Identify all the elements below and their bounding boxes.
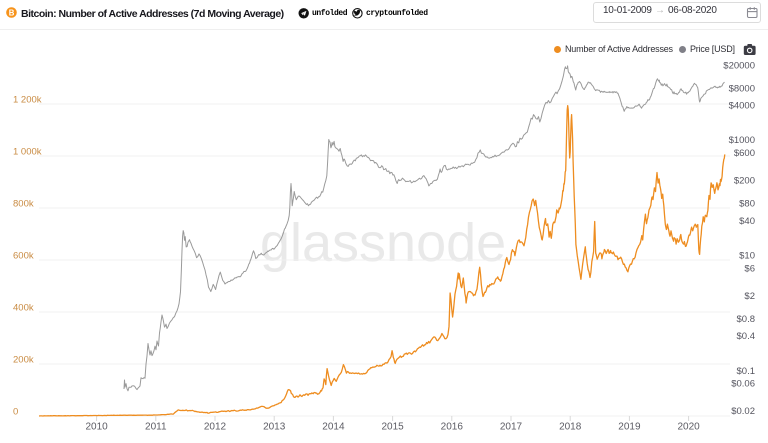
svg-text:$0.8: $0.8 xyxy=(737,314,756,325)
svg-text:2020: 2020 xyxy=(677,422,700,433)
svg-text:$200: $200 xyxy=(734,176,755,187)
svg-text:$80: $80 xyxy=(739,198,755,209)
svg-text:0: 0 xyxy=(13,407,18,418)
svg-text:2010: 2010 xyxy=(85,422,108,433)
svg-text:200k: 200k xyxy=(13,355,34,366)
svg-text:$0.06: $0.06 xyxy=(731,379,755,390)
svg-text:$8000: $8000 xyxy=(729,84,755,95)
svg-text:1 200k: 1 200k xyxy=(13,95,42,106)
svg-text:2015: 2015 xyxy=(381,422,404,433)
svg-text:2016: 2016 xyxy=(441,422,464,433)
svg-text:$4000: $4000 xyxy=(729,101,755,112)
svg-text:$1000: $1000 xyxy=(729,135,755,146)
svg-text:$40: $40 xyxy=(739,216,755,227)
svg-text:$0.02: $0.02 xyxy=(731,406,755,417)
svg-text:$10: $10 xyxy=(739,251,755,262)
svg-text:2018: 2018 xyxy=(559,422,582,433)
svg-text:1 000k: 1 000k xyxy=(13,147,42,158)
svg-text:800k: 800k xyxy=(13,199,34,210)
svg-text:$600: $600 xyxy=(734,148,755,159)
svg-text:2019: 2019 xyxy=(618,422,641,433)
svg-text:400k: 400k xyxy=(13,303,34,314)
svg-text:2011: 2011 xyxy=(145,422,167,433)
svg-text:600k: 600k xyxy=(13,251,34,262)
svg-text:2013: 2013 xyxy=(263,422,286,433)
svg-text:$20000: $20000 xyxy=(723,61,755,72)
svg-text:2014: 2014 xyxy=(322,422,345,433)
svg-text:$0.4: $0.4 xyxy=(737,331,756,342)
svg-text:2017: 2017 xyxy=(500,422,523,433)
svg-text:2012: 2012 xyxy=(204,422,227,433)
svg-text:$0.1: $0.1 xyxy=(737,366,756,377)
svg-text:B: B xyxy=(9,8,15,17)
svg-text:$6: $6 xyxy=(744,263,755,274)
svg-text:$2: $2 xyxy=(744,291,755,302)
